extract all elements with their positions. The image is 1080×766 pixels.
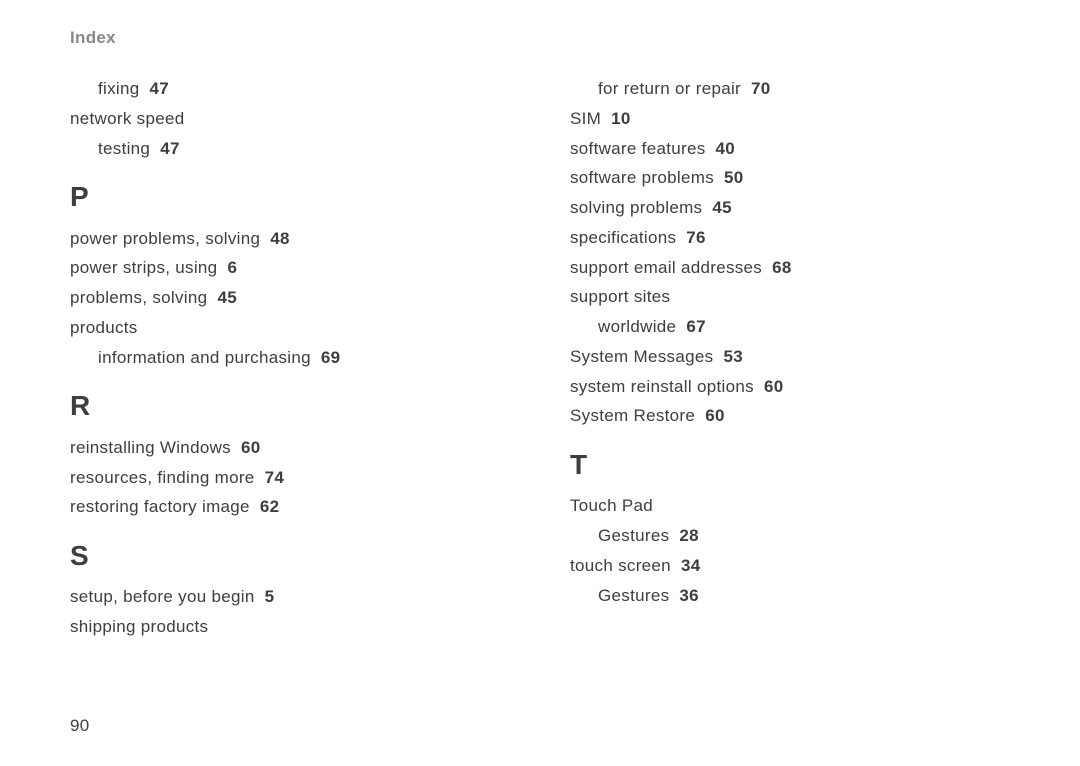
index-entry-text: reinstalling Windows [70, 438, 231, 457]
index-column-right: for return or repair 70SIM 10software fe… [540, 74, 1010, 642]
index-entry-text: resources, finding more [70, 468, 255, 487]
index-entry: resources, finding more 74 [70, 463, 540, 493]
page-header: Index [70, 28, 1010, 48]
index-entry: fixing 47 [70, 74, 540, 104]
index-entry: Touch Pad [570, 491, 1010, 521]
index-entry: power strips, using 6 [70, 253, 540, 283]
index-entry-page: 47 [160, 139, 180, 158]
index-entry-page: 10 [611, 109, 631, 128]
index-letter-heading: P [70, 179, 540, 215]
index-entry-text: software problems [570, 168, 714, 187]
index-entry: for return or repair 70 [570, 74, 1010, 104]
index-entry-text: worldwide [598, 317, 676, 336]
index-entry-text: fixing [98, 79, 140, 98]
index-entry: system reinstall options 60 [570, 372, 1010, 402]
index-entry: touch screen 34 [570, 551, 1010, 581]
index-entry-page: 34 [681, 556, 701, 575]
index-letter-heading: R [70, 388, 540, 424]
index-entry: support email addresses 68 [570, 253, 1010, 283]
index-entry-text: System Messages [570, 347, 713, 366]
index-entry-page: 60 [764, 377, 784, 396]
index-entry-text: power strips, using [70, 258, 217, 277]
index-entry-text: problems, solving [70, 288, 207, 307]
index-entry: shipping products [70, 612, 540, 642]
index-entry: testing 47 [70, 134, 540, 164]
index-entry-page: 6 [227, 258, 237, 277]
index-entry-page: 36 [679, 586, 699, 605]
index-entry: SIM 10 [570, 104, 1010, 134]
index-letter-heading: T [570, 447, 1010, 483]
index-entry-text: setup, before you begin [70, 587, 255, 606]
index-entry-page: 5 [265, 587, 275, 606]
index-entry: information and purchasing 69 [70, 343, 540, 373]
index-entry: problems, solving 45 [70, 283, 540, 313]
page-number: 90 [70, 716, 90, 736]
index-entry-page: 40 [716, 139, 736, 158]
index-entry: setup, before you begin 5 [70, 582, 540, 612]
index-entry-page: 47 [150, 79, 170, 98]
index-entry: Gestures 36 [570, 581, 1010, 611]
index-entry-text: network speed [70, 109, 184, 128]
index-entry-text: Gestures [598, 526, 669, 545]
index-entry-page: 28 [679, 526, 699, 545]
index-entry-page: 67 [686, 317, 706, 336]
index-entry-page: 74 [265, 468, 285, 487]
index-entry-text: testing [98, 139, 150, 158]
index-entry-text: Gestures [598, 586, 669, 605]
index-entry-page: 45 [712, 198, 732, 217]
index-entry-text: specifications [570, 228, 676, 247]
index-entry-page: 70 [751, 79, 771, 98]
index-entry-text: touch screen [570, 556, 671, 575]
index-entry: reinstalling Windows 60 [70, 433, 540, 463]
index-entry: worldwide 67 [570, 312, 1010, 342]
index-entry-page: 53 [723, 347, 743, 366]
index-entry-text: products [70, 318, 138, 337]
index-entry: software features 40 [570, 134, 1010, 164]
index-entry-page: 76 [686, 228, 706, 247]
index-columns: fixing 47 network speed testing 47 Ppower p… [70, 74, 1010, 642]
index-entry-page: 62 [260, 497, 280, 516]
index-entry-page: 60 [705, 406, 725, 425]
index-entry: network speed [70, 104, 540, 134]
index-entry-text: solving problems [570, 198, 702, 217]
index-entry-text: software features [570, 139, 706, 158]
index-entry-text: support sites [570, 287, 670, 306]
index-entry: support sites [570, 282, 1010, 312]
index-entry: System Restore 60 [570, 401, 1010, 431]
index-entry: solving problems 45 [570, 193, 1010, 223]
index-entry-text: shipping products [70, 617, 208, 636]
index-entry-text: power problems, solving [70, 229, 260, 248]
index-column-left: fixing 47 network speed testing 47 Ppower p… [70, 74, 540, 642]
index-entry-page: 69 [321, 348, 341, 367]
index-entry-page: 68 [772, 258, 792, 277]
index-entry-text: support email addresses [570, 258, 762, 277]
index-entry-text: for return or repair [598, 79, 741, 98]
index-entry: specifications 76 [570, 223, 1010, 253]
index-entry-page: 60 [241, 438, 261, 457]
index-entry-page: 50 [724, 168, 744, 187]
index-page: Index fixing 47 network speed testing 47 Pp… [0, 0, 1080, 766]
index-entry-text: system reinstall options [570, 377, 754, 396]
index-entry-text: SIM [570, 109, 601, 128]
index-entry-text: System Restore [570, 406, 695, 425]
index-entry-page: 45 [217, 288, 237, 307]
index-entry-page: 48 [270, 229, 290, 248]
index-letter-heading: S [70, 538, 540, 574]
index-entry-text: information and purchasing [98, 348, 311, 367]
index-entry: System Messages 53 [570, 342, 1010, 372]
index-entry: Gestures 28 [570, 521, 1010, 551]
index-entry: software problems 50 [570, 163, 1010, 193]
index-entry-text: restoring factory image [70, 497, 250, 516]
index-entry: restoring factory image 62 [70, 492, 540, 522]
index-entry: products [70, 313, 540, 343]
index-entry-text: Touch Pad [570, 496, 653, 515]
index-entry: power problems, solving 48 [70, 224, 540, 254]
